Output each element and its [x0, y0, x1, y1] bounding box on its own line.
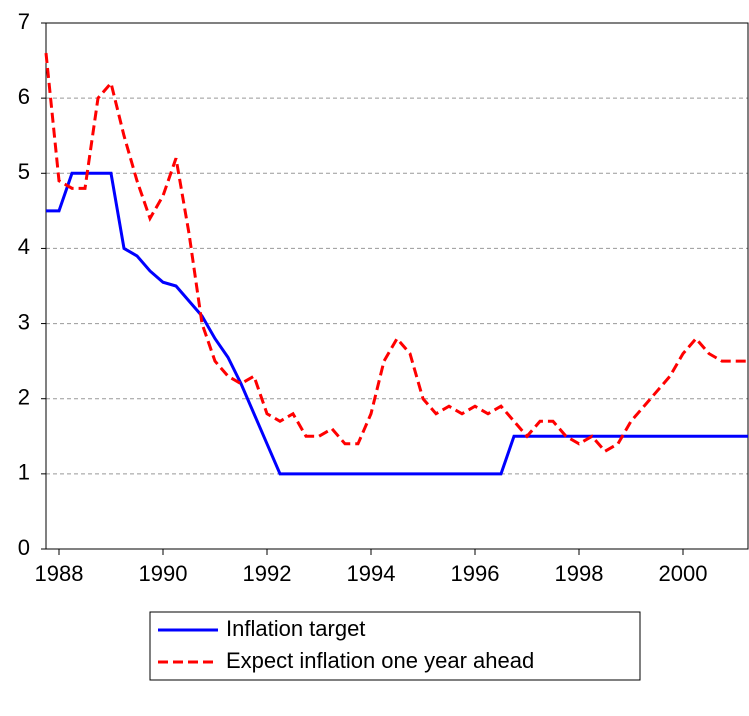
x-tick-label: 1990: [139, 561, 188, 586]
legend-label: Inflation target: [226, 616, 365, 641]
y-tick-label: 0: [18, 535, 30, 560]
plot-frame: [45, 22, 749, 550]
x-tick-label: 1996: [451, 561, 500, 586]
y-tick-label: 7: [18, 9, 30, 34]
y-tick-label: 2: [18, 385, 30, 410]
series-line: [46, 171, 748, 476]
legend-box: [149, 611, 641, 681]
x-tick-label: 1994: [347, 561, 396, 586]
y-tick-label: 1: [18, 460, 30, 485]
y-tick-label: 6: [18, 84, 30, 109]
y-tick-label: 5: [18, 159, 30, 184]
x-tick-label: 1998: [555, 561, 604, 586]
y-tick-label: 4: [18, 234, 30, 259]
x-tick-label: 1992: [243, 561, 292, 586]
series-line: [44, 52, 748, 454]
x-tick-label: 1988: [35, 561, 84, 586]
x-tick-label: 2000: [659, 561, 708, 586]
legend-label: Expect inflation one year ahead: [226, 648, 534, 673]
y-tick-label: 3: [18, 309, 30, 334]
